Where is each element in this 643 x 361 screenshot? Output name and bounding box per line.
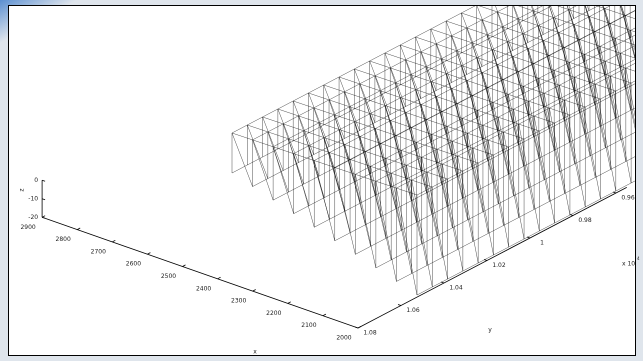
y-scale-base: x 10 (622, 261, 635, 268)
z-tick-label: -10 (28, 195, 38, 202)
y-tick-label: 1.04 (449, 285, 463, 292)
x-tick-label: 2200 (266, 310, 281, 317)
z-tick-label: 0 (34, 177, 38, 184)
x-tick-label: 2600 (126, 261, 141, 268)
x-tick-label: 2000 (336, 335, 351, 342)
z-tick-label: -20 (28, 214, 38, 221)
x-tick-label: 2900 (20, 224, 35, 231)
x-tick-label: 2400 (196, 285, 211, 292)
y-tick-label: 0.96 (621, 195, 635, 202)
z-axis-label: z (19, 188, 26, 191)
x-tick-label: 2500 (161, 273, 176, 280)
x-tick-label: 2700 (91, 248, 106, 255)
y-axis-label: y (488, 327, 492, 334)
x-axis-label: x (253, 349, 257, 356)
y-tick-label: 1.02 (492, 262, 506, 269)
chart: x y z x 10 4 200021002200230024002500260… (0, 0, 643, 361)
y-tick-label: 0.98 (578, 217, 592, 224)
y-tick-label: 1.06 (406, 307, 420, 314)
x-tick-label: 2800 (56, 236, 71, 243)
y-tick-label: 1.08 (363, 330, 377, 337)
y-tick-label: 1 (540, 240, 544, 247)
x-tick-label: 2100 (301, 322, 316, 329)
plot-area (9, 6, 636, 356)
page: x y z x 10 4 200021002200230024002500260… (0, 0, 643, 361)
x-tick-label: 2300 (231, 298, 246, 305)
